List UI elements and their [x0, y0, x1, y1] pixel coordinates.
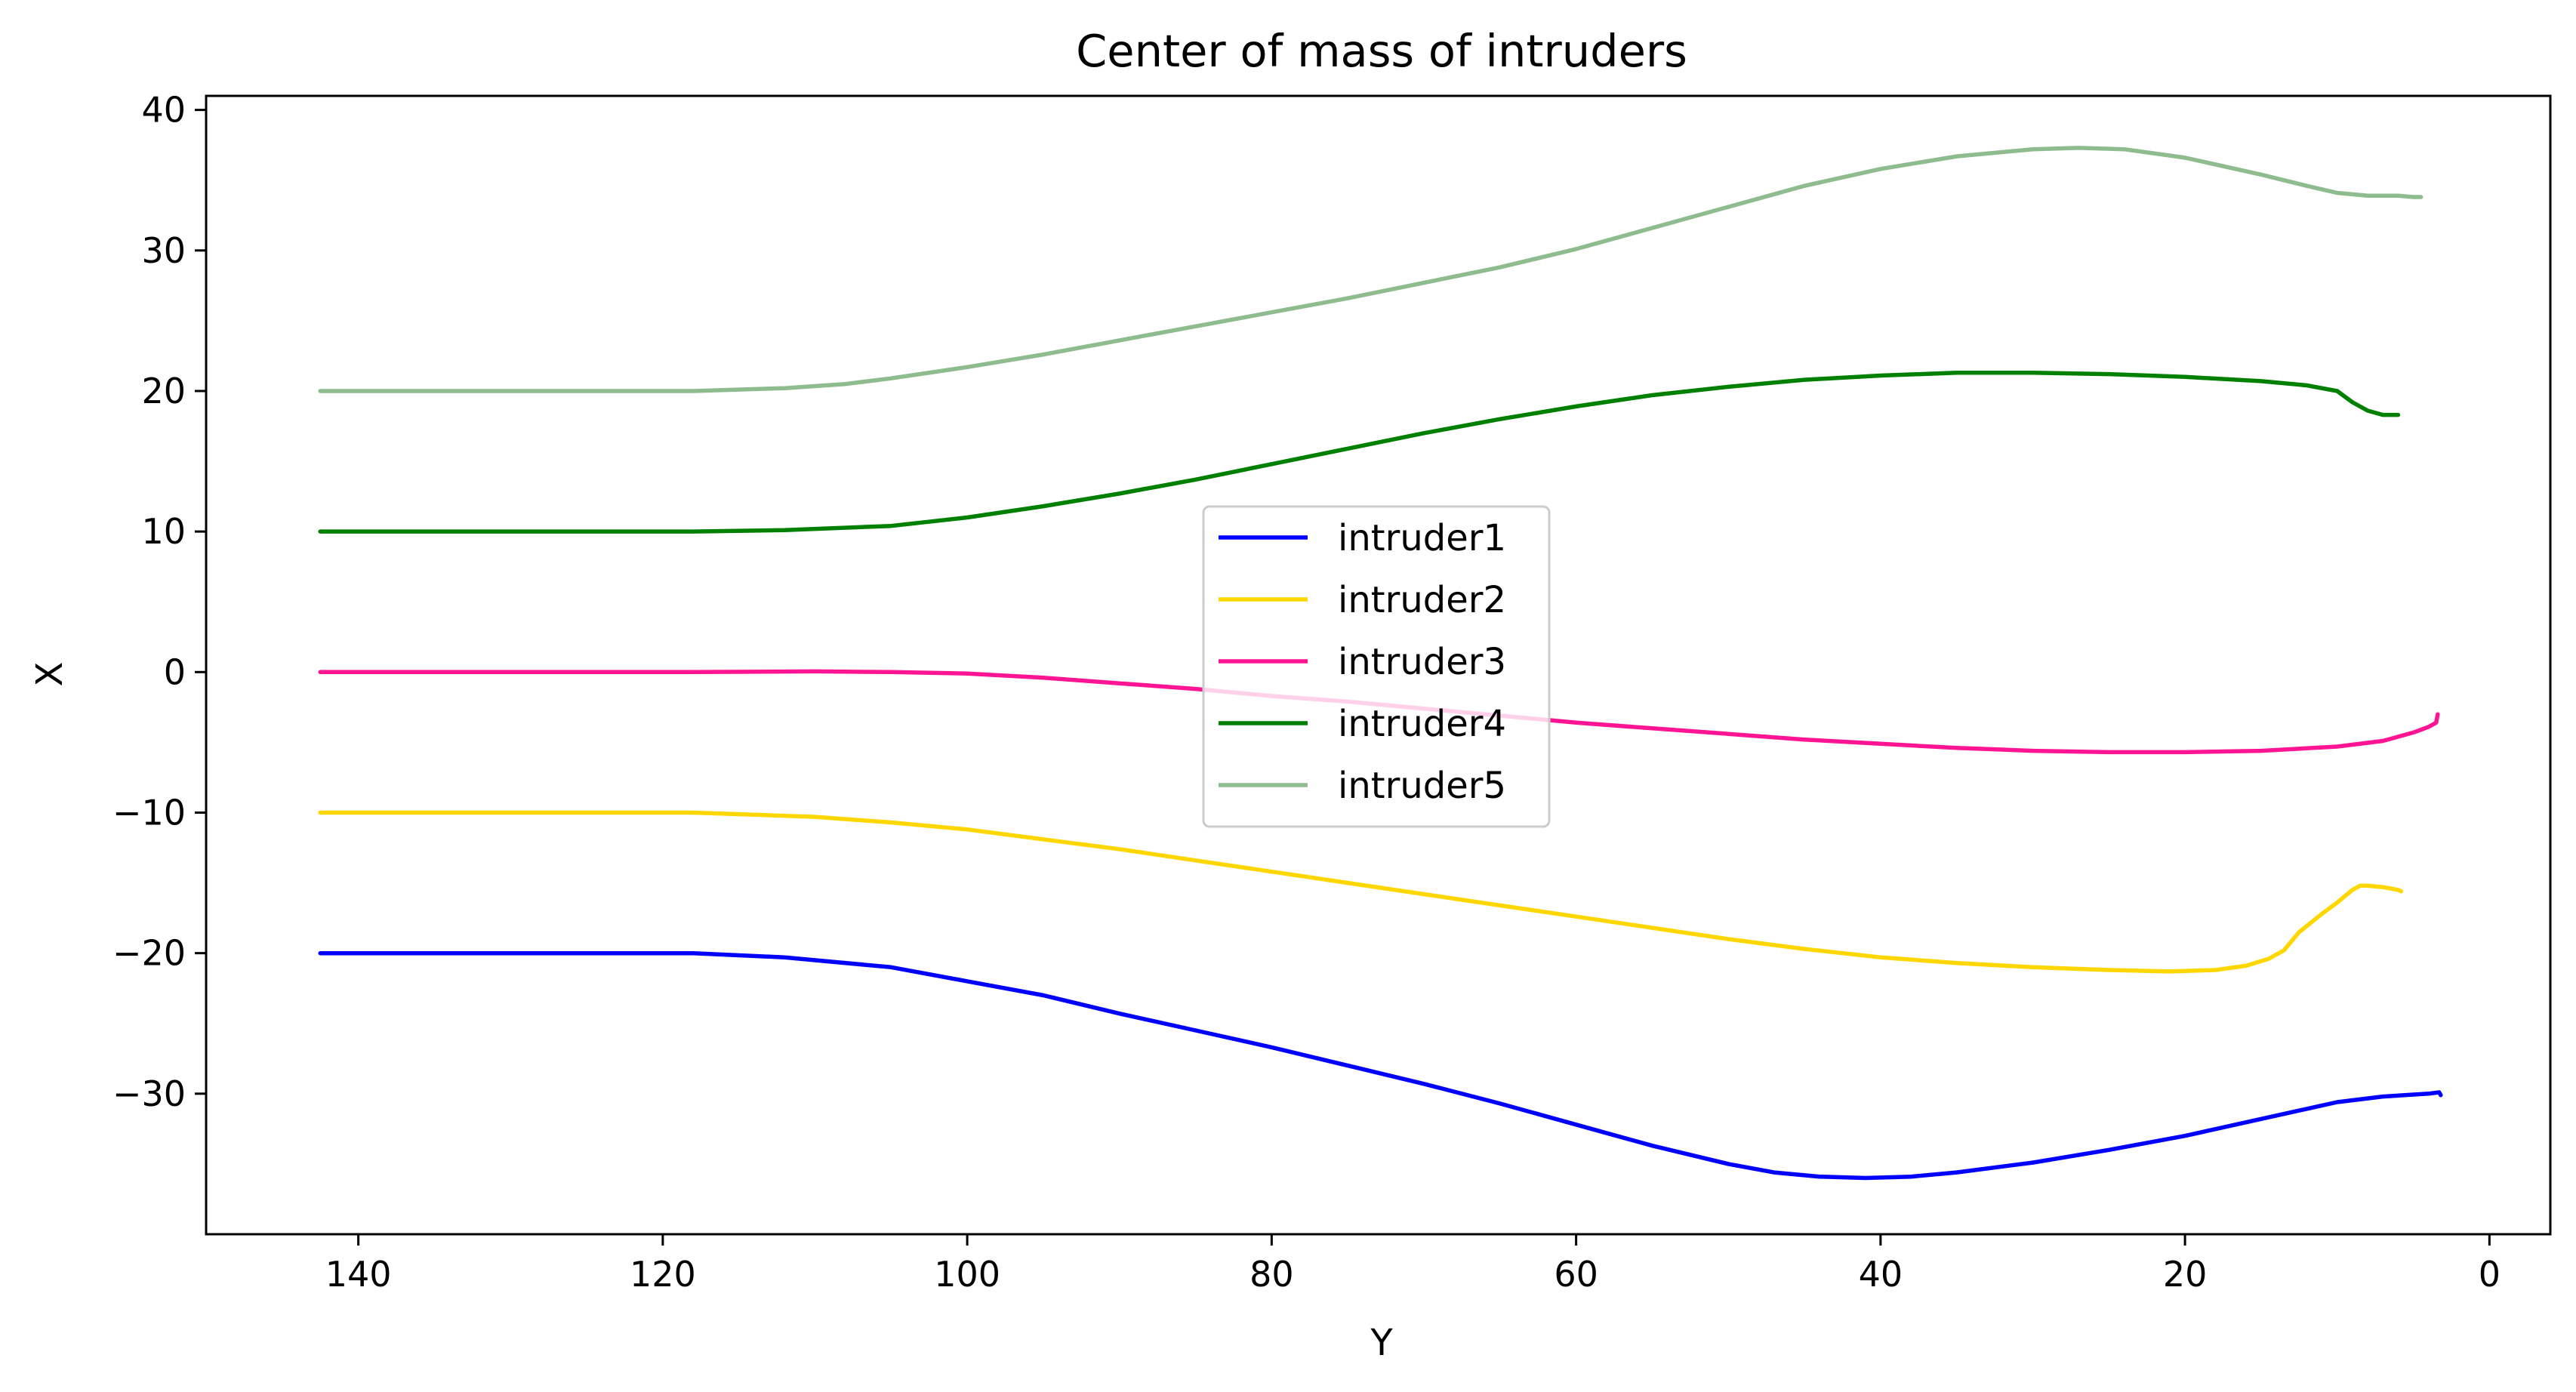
- series-line-intruder3: [318, 669, 2440, 755]
- y-tick-label: 0: [164, 651, 186, 692]
- chart-title: Center of mass of intruders: [1076, 25, 1687, 77]
- x-tick-label: 20: [2163, 1254, 2208, 1295]
- x-tick-label: 120: [630, 1254, 696, 1295]
- legend-label-intruder1: intruder1: [1338, 517, 1506, 559]
- series-layer: [318, 146, 2443, 1181]
- y-tick-label: 40: [141, 90, 186, 131]
- x-axis-label: Y: [1370, 1322, 1393, 1364]
- x-tick-label: 80: [1249, 1254, 1294, 1295]
- series-line-intruder1: [318, 950, 2443, 1181]
- y-tick-label: 30: [141, 230, 186, 271]
- y-tick-label: 10: [141, 511, 186, 552]
- x-tick-label: 140: [325, 1254, 392, 1295]
- y-tick-label: 20: [141, 371, 186, 411]
- legend-label-intruder2: intruder2: [1338, 579, 1506, 621]
- legend-label-intruder4: intruder4: [1338, 703, 1506, 745]
- x-tick-label: 60: [1554, 1254, 1598, 1295]
- y-tick-label: −30: [112, 1073, 186, 1114]
- legend-label-intruder5: intruder5: [1338, 765, 1506, 807]
- series-line-intruder4: [318, 371, 2401, 534]
- y-tick-label: −20: [112, 933, 186, 974]
- legend-box: [1202, 505, 1551, 828]
- series-line-intruder5: [318, 146, 2423, 393]
- y-tick-label: −10: [112, 792, 186, 833]
- legend: intruder1 intruder2 intruder3 intruder4 intr…: [1202, 505, 1551, 828]
- x-tick-label: 0: [2479, 1254, 2501, 1295]
- x-tick-label: 40: [1859, 1254, 1903, 1295]
- axes-frame: [205, 94, 2552, 1236]
- y-axis-label: X: [29, 662, 71, 687]
- x-tick-label: 100: [934, 1254, 1000, 1295]
- legend-label-intruder3: intruder3: [1338, 641, 1506, 683]
- series-line-intruder2: [318, 810, 2404, 974]
